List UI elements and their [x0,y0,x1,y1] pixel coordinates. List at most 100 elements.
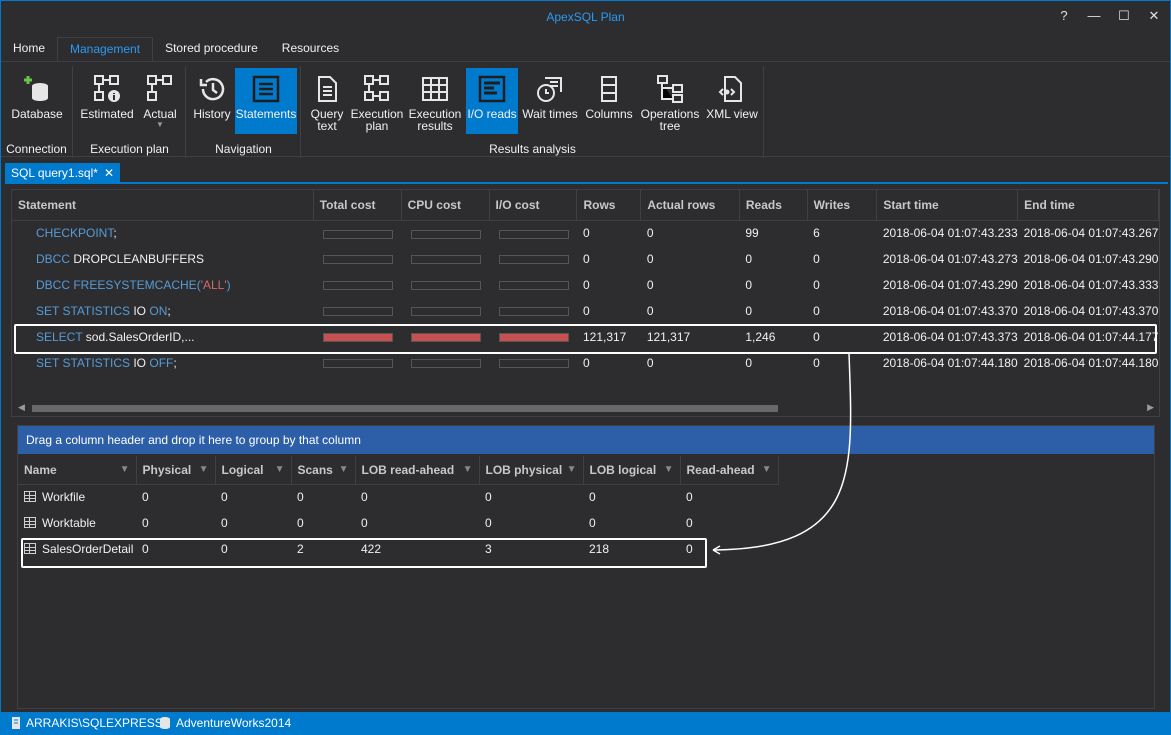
total-cost-cell [313,246,401,272]
history-icon [199,77,225,101]
io-name-cell: Worktable [18,510,136,536]
io-col-header-name[interactable]: Name ▼ [18,456,137,485]
actual-rows-cell: 0 [646,252,654,266]
sql-text: IO [130,304,150,318]
filter-icon[interactable]: ▼ [663,464,674,475]
col-header-end-time[interactable]: End time [1017,190,1159,221]
io-col-header-lob-physical[interactable]: LOB physical ▼ [479,456,584,485]
filter-icon[interactable]: ▼ [119,464,130,475]
col-header-rows[interactable]: Rows [576,190,642,221]
io-reads-label: I/O reads [467,107,517,121]
group-by-panel[interactable]: Drag a column header and drop it here to… [18,426,1154,454]
col-header-actual-rows[interactable]: Actual rows [640,190,740,221]
help-button[interactable]: ? [1060,8,1068,23]
io-row[interactable]: Workfile 0 0 0 0 0 0 0 [18,484,778,510]
col-header-statement[interactable]: Statement [12,190,314,221]
tab-stored-procedure[interactable]: Stored procedure [165,41,258,55]
wait-times-button[interactable]: Wait times [520,68,580,134]
columns-button[interactable]: Columns [582,68,636,134]
statements-pane: Statement Total cost CPU cost I/O cost R… [11,189,1160,417]
close-button[interactable]: ✕ [1148,8,1160,23]
status-server: ARRAKIS\SQLEXPRESS [11,712,163,734]
start-time-cell: 2018-06-04 01:07:43.373 [882,330,1018,344]
sql-keyword: ) [226,278,231,292]
cpu-cost-bar [411,255,482,265]
reads-cell: 0 [745,304,753,318]
tab-resources[interactable]: Resources [281,41,340,55]
history-button[interactable]: History [189,68,235,134]
io-value-cell: 0 [589,490,596,505]
statement-row[interactable]: CHECKPOINT; 0 0 99 6 2018-06-04 01:07:43.233 2… [12,220,1159,246]
io-col-header-physical[interactable]: Physical ▼ [136,456,216,485]
estimated-button[interactable]: Estimated [78,68,136,134]
io-col-header-lob-logical[interactable]: LOB logical ▼ [583,456,681,485]
end-time-cell: 2018-06-04 01:07:43.267 [1023,226,1159,241]
io-cost-bar [499,307,570,317]
start-time-cell: 2018-06-04 01:07:43.233 [882,226,1018,241]
io-col-header-lob-logical-label: LOB logical [589,462,657,477]
col-header-start-time[interactable]: Start time [876,190,1019,221]
query-text-button[interactable]: Query text [304,68,350,134]
writes-cell: 0 [813,304,820,318]
io-col-header-scans[interactable]: Scans ▼ [291,456,356,485]
close-tab-icon[interactable]: ✕ [103,166,114,180]
io-col-header-logical[interactable]: Logical ▼ [215,456,292,485]
filter-icon[interactable]: ▼ [761,464,772,475]
col-header-total-cost[interactable]: Total cost [313,190,402,221]
statements-icon [252,75,280,103]
history-label: History [193,107,231,121]
filter-icon[interactable]: ▼ [274,464,285,475]
statement-row[interactable]: DBCC DROPCLEANBUFFERS 0 0 0 0 2018-06-04 01:0… [12,246,1159,272]
cpu-cost-cell [401,220,489,246]
document-tab[interactable]: SQL query1.sql* ✕ [5,163,120,183]
writes-cell: 0 [813,252,820,266]
scroll-right-icon[interactable]: ▶ [1147,402,1154,412]
io-reads-button[interactable]: I/O reads [466,68,518,134]
operations-tree-button[interactable]: Operations tree [638,68,702,134]
actual-rows-cell: 0 [646,226,654,241]
io-col-header-lob-read-ahead[interactable]: LOB read-ahead ▼ [355,456,480,485]
filter-icon[interactable]: ▼ [566,464,577,475]
statement-row[interactable]: SET STATISTICS IO OFF; 0 0 0 0 2018-06-04 01:… [12,350,1159,376]
statement-row[interactable]: DBCC FREESYSTEMCACHE('ALL') 0 0 0 0 2018-06-0… [12,272,1159,298]
statements-grid: Statement Total cost CPU cost I/O cost R… [12,190,1159,376]
statement-row[interactable]: SET STATISTICS IO ON; 0 0 0 0 2018-06-04 01:0… [12,298,1159,324]
io-header-row: Name ▼ Physical ▼ Logical ▼ Scans ▼ LOB read… [18,456,779,485]
sql-text: ; [173,356,177,370]
scroll-left-icon[interactable]: ◀ [18,402,25,412]
io-value-cell: 0 [686,542,693,556]
filter-icon[interactable]: ▼ [462,464,473,475]
tab-management[interactable]: Management [57,37,154,61]
io-row[interactable]: SalesOrderDetail 0 0 2 422 3 218 0 [18,536,778,562]
actual-button[interactable]: Actual ▼ [134,68,186,134]
filter-icon[interactable]: ▼ [338,464,349,475]
cpu-cost-cell [401,350,489,376]
io-row[interactable]: Worktable 0 0 0 0 0 0 0 [18,510,778,536]
io-cost-cell [489,220,577,246]
database-icon [24,76,48,101]
scrollbar-thumb[interactable] [32,405,778,412]
io-col-header-read-ahead[interactable]: Read-ahead ▼ [680,456,779,485]
io-col-header-lob-physical-label: LOB physical [485,462,563,477]
maximize-button[interactable]: ☐ [1118,8,1130,23]
database-button[interactable]: Database [9,68,65,134]
statement-row[interactable]: SELECT sod.SalesOrderID,... 121,317 121,31… [12,324,1159,350]
filter-icon[interactable]: ▼ [198,464,209,475]
minimize-button[interactable]: — [1087,8,1101,23]
cpu-cost-bar [411,307,482,317]
xml-view-button[interactable]: XML view [702,68,762,134]
execution-plan-button[interactable]: Execution plan [350,68,404,134]
horizontal-scrollbar[interactable]: ◀ ▶ [16,402,1156,414]
execution-results-button[interactable]: Execution results [406,68,464,134]
execution-results-label-1: Execution [408,107,462,121]
col-header-writes[interactable]: Writes [807,190,878,221]
total-cost-bar [323,255,394,265]
col-header-reads[interactable]: Reads [739,190,808,221]
statements-button[interactable]: Statements [235,68,297,134]
col-header-io-cost[interactable]: I/O cost [489,190,578,221]
col-header-cpu-cost[interactable]: CPU cost [401,190,490,221]
statements-label: Statements [235,107,297,121]
ribbon-tabs: Home Management Stored procedure Resourc… [1,37,351,61]
tab-home[interactable]: Home [13,41,46,55]
